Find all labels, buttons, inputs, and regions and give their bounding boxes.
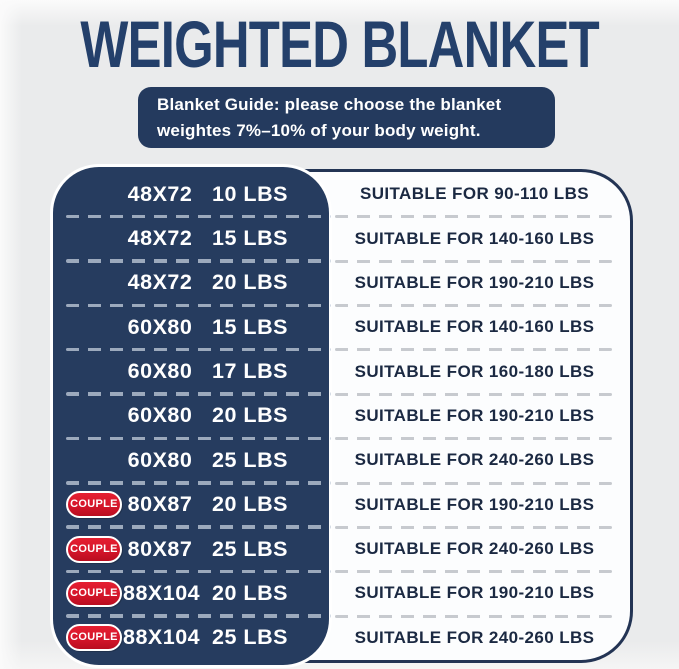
- size-weight-cell: COUPLE 88X104 20 LBS: [58, 571, 331, 619]
- size-label: 80X87: [127, 536, 193, 561]
- table-row: COUPLE 88X104 25 LBS SUITABLE FOR 240-26…: [58, 616, 630, 660]
- suitability-cell: SUITABLE FOR 190-210 LBS: [329, 483, 630, 530]
- size-label: 48X72: [127, 270, 193, 295]
- badge-slot: COUPLE: [65, 535, 123, 563]
- size-label: 60X80: [127, 359, 193, 384]
- table-row: 60X80 17 LBS SUITABLE FOR 160-180 LBS: [58, 349, 630, 397]
- size-label: 60X80: [127, 314, 193, 339]
- weight-label: 25 LBS: [212, 625, 288, 650]
- size-label: 60X80: [127, 403, 193, 428]
- suitable-label: SUITABLE FOR 190-210 LBS: [354, 272, 595, 292]
- suitability-cell: SUITABLE FOR 90-110 LBS: [329, 172, 630, 219]
- table-row: 60X80 15 LBS SUITABLE FOR 140-160 LBS: [58, 305, 630, 352]
- couple-badge: COUPLE: [66, 535, 122, 563]
- size-weight-cell: 60X80 25 LBS: [58, 438, 331, 485]
- table-row: 60X80 20 LBS SUITABLE FOR 190-210 LBS: [58, 394, 630, 441]
- blanket-guide-box: Blanket Guide: please choose the blanket…: [138, 87, 555, 148]
- size-label: 48X72: [127, 226, 193, 251]
- page-title-wrap: WEIGHTED BLANKET: [0, 6, 679, 82]
- suitable-label: SUITABLE FOR 190-210 LBS: [354, 494, 595, 514]
- weight-label: 17 LBS: [212, 359, 288, 384]
- suitable-label: SUITABLE FOR 160-180 LBS: [354, 361, 595, 381]
- size-weight-cell: 48X72 20 LBS: [58, 261, 331, 308]
- size-weight-cell: 60X80 17 LBS: [58, 349, 331, 397]
- suitable-label: SUITABLE FOR 240-260 LBS: [354, 627, 595, 647]
- guide-text-line1: Blanket Guide: please choose the blanket: [157, 95, 502, 114]
- suitable-label: SUITABLE FOR 240-260 LBS: [354, 539, 595, 559]
- couple-badge: COUPLE: [66, 624, 122, 652]
- table-row: 48X72 20 LBS SUITABLE FOR 190-210 LBS: [58, 261, 630, 308]
- couple-badge: COUPLE: [66, 579, 122, 607]
- weight-label: 20 LBS: [212, 580, 288, 605]
- weight-label: 20 LBS: [212, 403, 288, 428]
- size-weight-cell: COUPLE 80X87 25 LBS: [58, 527, 331, 574]
- suitability-cell: SUITABLE FOR 190-210 LBS: [329, 261, 630, 308]
- size-weight-cell: COUPLE 80X87 20 LBS: [58, 483, 331, 530]
- size-weight-cell: 48X72 10 LBS: [58, 172, 331, 219]
- badge-slot: COUPLE: [65, 579, 123, 607]
- size-weight-cell: 60X80 20 LBS: [58, 394, 331, 441]
- size-weight-cell: 48X72 15 LBS: [58, 216, 331, 264]
- size-label: 60X80: [127, 447, 193, 472]
- suitable-label: SUITABLE FOR 140-160 LBS: [354, 317, 595, 337]
- suitability-cell: SUITABLE FOR 190-210 LBS: [329, 394, 630, 441]
- size-label: 88X104: [123, 625, 201, 650]
- size-label: 88X104: [123, 580, 201, 605]
- size-label: 48X72: [127, 181, 193, 206]
- table-row: COUPLE 80X87 20 LBS SUITABLE FOR 190-210…: [58, 483, 630, 530]
- suitability-cell: SUITABLE FOR 240-260 LBS: [329, 527, 630, 574]
- suitability-cell: SUITABLE FOR 240-260 LBS: [329, 438, 630, 485]
- guide-text-line2: weightes 7%–10% of your body weight.: [157, 121, 481, 140]
- badge-slot: COUPLE: [65, 624, 123, 652]
- weight-label: 15 LBS: [212, 226, 288, 251]
- table-row: 60X80 25 LBS SUITABLE FOR 240-260 LBS: [58, 438, 630, 485]
- weight-label: 20 LBS: [212, 270, 288, 295]
- table-row: 48X72 15 LBS SUITABLE FOR 140-160 LBS: [58, 216, 630, 264]
- suitable-label: SUITABLE FOR 90-110 LBS: [360, 184, 589, 204]
- suitable-label: SUITABLE FOR 190-210 LBS: [354, 583, 595, 603]
- weight-label: 15 LBS: [212, 314, 288, 339]
- table-row: COUPLE 88X104 20 LBS SUITABLE FOR 190-21…: [58, 571, 630, 619]
- size-weight-cell: 60X80 15 LBS: [58, 305, 331, 352]
- page-title: WEIGHTED BLANKET: [80, 7, 599, 81]
- table-row: 48X72 10 LBS SUITABLE FOR 90-110 LBS: [58, 172, 630, 219]
- couple-badge: COUPLE: [66, 491, 122, 519]
- suitability-cell: SUITABLE FOR 140-160 LBS: [329, 305, 630, 352]
- weight-label: 25 LBS: [212, 447, 288, 472]
- weight-label: 10 LBS: [212, 181, 288, 206]
- suitable-label: SUITABLE FOR 140-160 LBS: [354, 228, 595, 248]
- suitability-cell: SUITABLE FOR 190-210 LBS: [329, 571, 630, 619]
- blanket-table-rows: 48X72 10 LBS SUITABLE FOR 90-110 LBS 48X…: [58, 172, 630, 660]
- table-row: COUPLE 80X87 25 LBS SUITABLE FOR 240-260…: [58, 527, 630, 574]
- weight-label: 25 LBS: [212, 536, 288, 561]
- size-weight-cell: COUPLE 88X104 25 LBS: [58, 616, 329, 660]
- suitable-label: SUITABLE FOR 240-260 LBS: [354, 450, 595, 470]
- size-guide-table: 48X72 10 LBS SUITABLE FOR 90-110 LBS 48X…: [53, 167, 633, 665]
- suitable-label: SUITABLE FOR 190-210 LBS: [354, 405, 595, 425]
- suitability-cell: SUITABLE FOR 240-260 LBS: [329, 616, 630, 660]
- size-label: 80X87: [127, 492, 193, 517]
- suitability-cell: SUITABLE FOR 140-160 LBS: [329, 216, 630, 264]
- weight-label: 20 LBS: [212, 492, 288, 517]
- badge-slot: COUPLE: [65, 491, 123, 519]
- suitability-cell: SUITABLE FOR 160-180 LBS: [329, 349, 630, 397]
